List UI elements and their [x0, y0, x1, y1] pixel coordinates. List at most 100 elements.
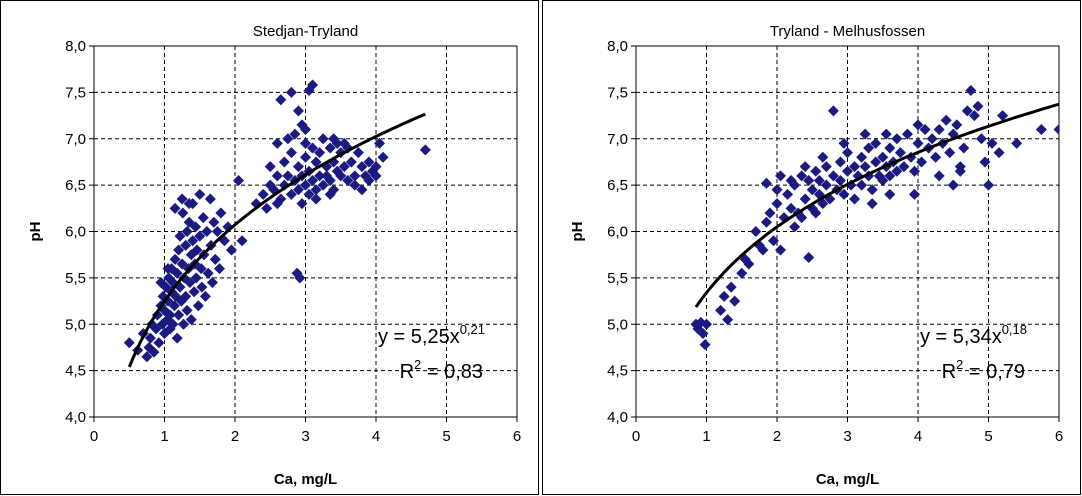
data-point — [842, 147, 853, 159]
data-point — [264, 161, 276, 173]
r-squared-value: = 0,83 — [421, 361, 483, 383]
data-point — [856, 151, 868, 163]
data-point — [141, 351, 153, 363]
data-point — [377, 151, 389, 163]
data-point — [954, 165, 966, 177]
data-point — [799, 193, 811, 205]
data-point — [206, 277, 218, 289]
data-point — [947, 179, 959, 191]
trend-equation-exponent: 0,21 — [460, 322, 485, 337]
data-point — [838, 137, 850, 149]
data-point — [271, 170, 283, 182]
data-point — [317, 179, 329, 191]
x-tick-label: 6 — [513, 428, 521, 445]
data-point — [307, 142, 319, 154]
data-point — [866, 198, 878, 210]
x-tick-label: 5 — [984, 428, 992, 445]
data-point — [271, 198, 283, 210]
data-point — [300, 151, 311, 163]
data-point — [335, 170, 347, 182]
data-point — [849, 193, 861, 205]
data-point — [233, 174, 245, 186]
x-tick-label: 2 — [773, 428, 781, 445]
data-point — [303, 188, 315, 200]
data-point — [148, 346, 160, 358]
data-point — [419, 144, 431, 156]
x-tick-label: 4 — [372, 428, 380, 445]
data-point — [827, 170, 839, 182]
y-tick-label: 6,5 — [65, 177, 86, 194]
r-squared-label: R — [942, 361, 956, 383]
data-point — [870, 137, 882, 149]
y-axis-label: pH — [27, 222, 44, 242]
data-point — [771, 198, 783, 210]
data-point — [294, 272, 306, 284]
data-point — [338, 137, 350, 149]
data-point — [817, 151, 829, 163]
data-point — [1011, 137, 1023, 149]
data-point — [785, 174, 797, 186]
data-point — [192, 300, 204, 312]
data-point — [894, 147, 906, 159]
data-point — [178, 318, 190, 330]
trend-line — [127, 112, 426, 368]
data-point — [863, 142, 875, 154]
data-point — [225, 244, 237, 256]
data-point — [356, 184, 368, 196]
data-point — [196, 281, 208, 293]
data-point — [285, 188, 297, 200]
data-point — [169, 202, 181, 214]
data-point — [317, 133, 329, 145]
data-point — [345, 156, 357, 168]
data-point — [310, 156, 322, 168]
data-point — [859, 161, 871, 173]
data-point — [164, 309, 176, 321]
data-point — [155, 277, 167, 289]
data-point — [167, 318, 179, 330]
data-point — [718, 290, 730, 302]
data-point — [722, 314, 734, 326]
data-point — [324, 142, 336, 154]
data-point — [933, 123, 945, 135]
y-tick-label: 7,0 — [65, 131, 86, 148]
data-point — [171, 267, 183, 279]
y-tick-label: 5,5 — [65, 270, 86, 287]
data-point — [993, 147, 1005, 159]
data-point — [190, 272, 202, 284]
data-point — [715, 304, 727, 316]
data-point — [820, 161, 832, 173]
data-point — [803, 251, 815, 263]
data-point — [891, 133, 903, 145]
data-point — [183, 198, 195, 210]
data-point — [736, 267, 748, 279]
data-point — [972, 100, 984, 112]
data-point — [701, 318, 712, 330]
data-point — [208, 216, 220, 228]
data-point — [771, 184, 783, 196]
chart-left: Stedjan-Tryland 0 1 2 3 4 5 6 4,0 4,5 5,0 5,5 6,0 6,5… — [0, 0, 539, 495]
data-point — [370, 170, 382, 182]
data-point — [796, 170, 808, 182]
data-point — [370, 161, 382, 173]
data-point — [188, 286, 200, 298]
data-point — [174, 230, 186, 242]
r-squared-label: R — [400, 361, 414, 383]
data-point — [162, 263, 174, 275]
data-point — [289, 128, 301, 140]
data-point — [363, 174, 375, 186]
x-tick-label: 1 — [160, 428, 168, 445]
data-point — [292, 105, 304, 117]
data-point — [307, 79, 319, 91]
x-tick-label: 5 — [442, 428, 450, 445]
data-point — [264, 179, 276, 191]
data-point — [919, 123, 931, 135]
x-axis-label: Ca, mg/L — [274, 471, 337, 488]
data-point — [191, 244, 203, 256]
data-point — [834, 174, 846, 186]
data-point — [349, 170, 361, 182]
data-point — [912, 137, 924, 149]
trend-equation: y = 5,34x0,18 — [920, 322, 1027, 348]
r-squared-value: = 0,79 — [963, 361, 1025, 383]
r-squared-sup: 2 — [414, 357, 421, 372]
data-point — [202, 267, 214, 279]
